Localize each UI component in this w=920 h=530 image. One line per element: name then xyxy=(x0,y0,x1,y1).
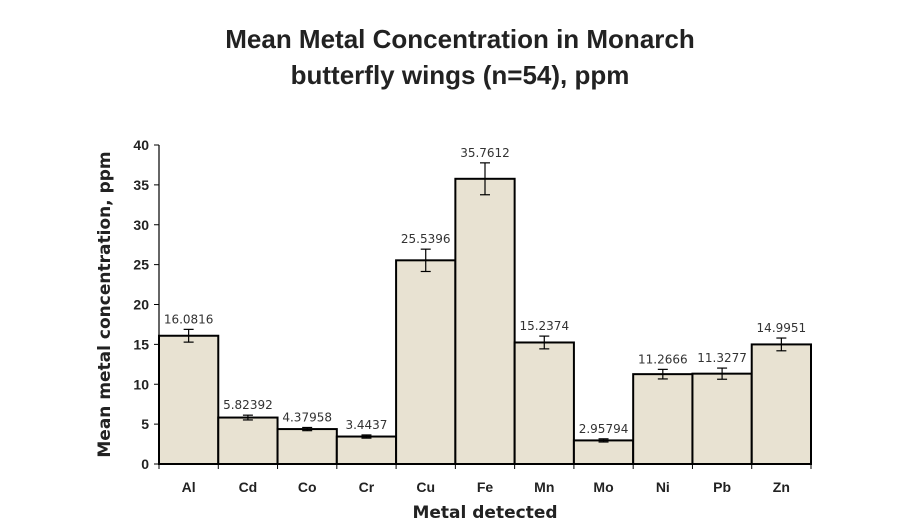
x-tick-label: Ni xyxy=(656,479,670,495)
bar-zn xyxy=(750,343,813,465)
error-bar xyxy=(302,426,313,432)
data-label: 11.3277 xyxy=(697,351,747,365)
bar-al xyxy=(158,334,220,465)
bar-ni xyxy=(632,373,694,465)
y-axis-title: Mean metal concentration, ppm xyxy=(95,151,115,457)
y-tick-label: 40 xyxy=(133,137,149,153)
data-label: 11.2666 xyxy=(638,352,688,366)
error-bar xyxy=(657,368,668,380)
bars-group xyxy=(158,177,813,466)
y-tick-label: 15 xyxy=(133,336,149,352)
x-tick-label: Zn xyxy=(773,479,790,495)
y-tick-label: 0 xyxy=(141,456,149,472)
data-label: 2.95794 xyxy=(579,422,629,436)
x-axis-ticks: Al Cd Co Cr Cu Fe Mn Mo Ni Pb Zn xyxy=(158,464,812,495)
bar-cd xyxy=(217,416,279,465)
error-bar xyxy=(420,248,431,273)
bar-cu xyxy=(395,259,457,465)
bar-mn xyxy=(513,341,575,465)
x-tick-label: Fe xyxy=(477,479,494,495)
x-tick-label: Cr xyxy=(359,479,375,495)
bar-pb xyxy=(691,372,753,465)
error-bar xyxy=(717,367,728,380)
data-label: 4.37958 xyxy=(282,410,332,424)
error-bar xyxy=(598,438,609,443)
y-axis-ticks: 0 5 10 15 20 25 30 35 40 xyxy=(133,137,159,472)
data-label: 14.9951 xyxy=(757,321,807,335)
error-bars-group xyxy=(183,162,787,443)
y-tick-label: 25 xyxy=(133,257,149,273)
error-bar xyxy=(480,162,490,196)
x-tick-label: Cd xyxy=(239,479,258,495)
data-label: 3.4437 xyxy=(345,418,387,432)
bar-cr xyxy=(335,435,398,466)
data-labels-group: 16.0816 5.82392 4.37958 3.4437 25.5396 35.761… xyxy=(164,146,806,436)
x-axis-title: Metal detected xyxy=(412,503,557,523)
y-tick-label: 30 xyxy=(133,217,149,233)
x-tick-label: Pb xyxy=(713,479,731,495)
error-bar xyxy=(361,434,372,439)
bar-mo xyxy=(572,439,635,466)
x-tick-label: Co xyxy=(298,479,317,495)
y-tick-label: 5 xyxy=(141,416,149,432)
data-label: 16.0816 xyxy=(164,312,214,326)
x-tick-label: Mo xyxy=(593,479,613,495)
x-tick-label: Al xyxy=(182,479,196,495)
y-tick-label: 20 xyxy=(133,297,149,313)
error-bar xyxy=(539,335,550,350)
y-tick-label: 35 xyxy=(133,177,149,193)
y-tick-label: 10 xyxy=(133,376,149,392)
bar-co xyxy=(276,428,338,465)
data-label: 25.5396 xyxy=(401,232,451,246)
data-label: 35.7612 xyxy=(460,146,510,160)
chart-title-line2: butterfly wings (n=54), ppm xyxy=(290,60,630,90)
x-tick-label: Cu xyxy=(416,479,435,495)
data-label: 5.82392 xyxy=(223,398,273,412)
bar-fe xyxy=(454,177,516,465)
chart-title-line1: Mean Metal Concentration in Monarch xyxy=(225,24,695,54)
error-bar xyxy=(776,337,787,352)
x-tick-label: Mn xyxy=(534,479,554,495)
error-bar xyxy=(242,414,253,421)
error-bar xyxy=(183,328,194,343)
data-label: 15.2374 xyxy=(519,319,569,333)
